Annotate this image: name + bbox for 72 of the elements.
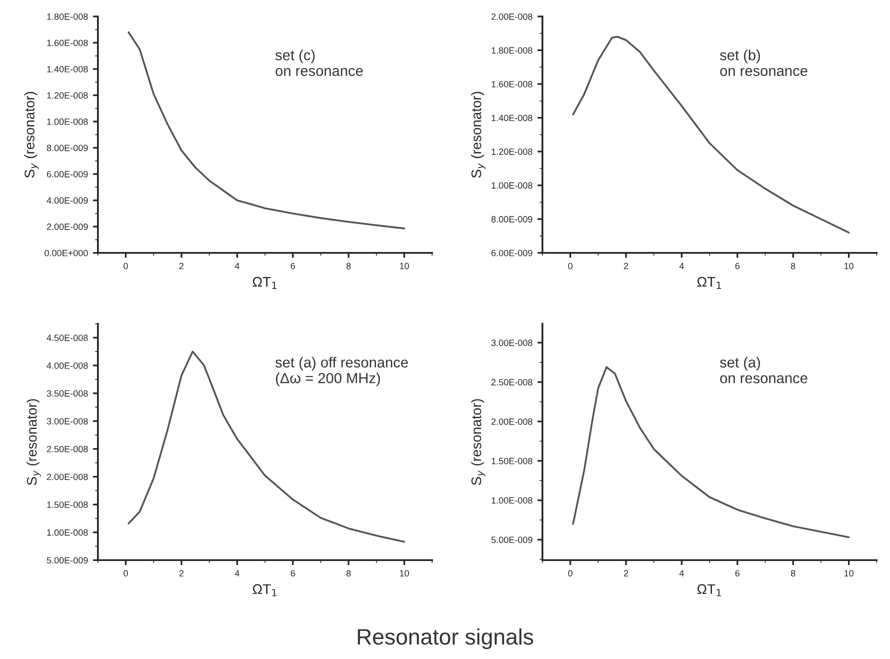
y-tick-label: 1.60E-008 [47, 40, 88, 46]
x-tick-label: 4 [679, 262, 684, 270]
annotation: set (b) on resonance [720, 50, 808, 76]
x-tick-label: 8 [790, 262, 796, 270]
y-tick-label: 5.00E-009 [491, 536, 532, 544]
x-tick-label: 4 [234, 262, 240, 270]
y-tick-label: 6.00E-009 [492, 250, 532, 256]
x-tick-label: 10 [844, 570, 854, 577]
y-tick-label: 1.40E-008 [492, 114, 532, 122]
x-axis-title: ΩT$_{1}$ [697, 584, 721, 596]
x-tick-label: 4 [679, 570, 684, 576]
x-tick-label: 8 [790, 570, 796, 577]
x-tick-label: 0 [568, 570, 572, 577]
y-tick-label: 6.00E-009 [46, 171, 88, 178]
x-tick-label: 2 [179, 262, 184, 270]
y-tick-label: 1.20E-008 [47, 92, 88, 99]
y-tick-label: 2.00E-009 [46, 224, 88, 230]
y-tick-label: 1.20E-008 [492, 148, 532, 155]
y-axis-title: S$_{y}$ (resonator) [471, 92, 486, 178]
line-series [128, 31, 406, 230]
x-tick-label: 8 [346, 570, 351, 577]
y-tick-label: 1.50E-008 [492, 458, 532, 464]
y-tick-label: 2.00E-008 [491, 418, 532, 425]
y-tick-label: 1.80E-008 [492, 47, 532, 54]
x-tick-label: 6 [735, 262, 740, 270]
x-tick-label: 2 [624, 262, 628, 270]
text: Resonator signals [358, 628, 534, 650]
y-axis-title: S$_{y}$ (resonator) [471, 399, 486, 486]
annotation: set (c) on resonance [275, 50, 363, 76]
x-tick-label: 2 [179, 570, 184, 576]
x-tick-label: 0 [568, 262, 572, 270]
annotation: set (a) off resonance (Δω = 200 MHz) [275, 356, 408, 386]
x-axis-title: ΩT$_{1}$ [252, 584, 276, 596]
x-tick-label: 10 [400, 570, 409, 577]
x-tick-label: 0 [124, 570, 128, 577]
y-tick-label: 8.00E-009 [491, 216, 532, 222]
y-tick-label: 1.00E-008 [47, 118, 88, 125]
y-tick-label: 3.00E-008 [46, 418, 88, 424]
y-tick-label: 8.00E-009 [46, 144, 88, 152]
x-tick-label: 0 [124, 262, 128, 270]
y-tick-label: 2.50E-008 [46, 446, 88, 452]
y-tick-label: 4.50E-008 [46, 334, 88, 342]
y-tick-label: 2.00E-008 [46, 474, 88, 480]
y-axis-title: S$_{y}$ (resonator) [26, 399, 41, 486]
y-tick-label: 1.60E-008 [492, 80, 532, 88]
x-tick-label: 6 [735, 570, 740, 577]
x-tick-label: 8 [346, 262, 351, 270]
x-tick-label: 10 [400, 262, 409, 270]
y-tick-label: 2.00E-008 [491, 13, 532, 20]
x-tick-label: 4 [234, 570, 240, 576]
y-tick-label: 1.00E-008 [492, 182, 532, 189]
x-tick-label: 6 [290, 262, 295, 270]
x-tick-label: 6 [290, 570, 295, 577]
x-axis-title: ΩT$_{1}$ [252, 276, 276, 289]
y-tick-label: 1.00E-008 [47, 529, 88, 536]
y-tick-label: 1.50E-008 [47, 502, 88, 508]
y-tick-label: 5.00E-009 [46, 557, 88, 564]
line-series [572, 36, 850, 234]
x-axis-title: ΩT$_{1}$ [697, 276, 721, 289]
y-tick-label: 1.40E-008 [47, 66, 88, 72]
y-axis-title: S$_{y}$ (resonator) [24, 92, 39, 178]
annotation: set (a) on resonance [720, 356, 808, 384]
y-tick-label: 1.80E-008 [47, 13, 88, 20]
y-tick-label: 3.00E-008 [491, 340, 532, 346]
y-tick-label: 4.00E-009 [46, 197, 88, 204]
x-tick-label: 2 [624, 570, 628, 576]
y-tick-label: 3.50E-008 [46, 390, 88, 397]
y-tick-label: 2.50E-008 [491, 379, 532, 386]
y-tick-label: 1.00E-008 [492, 497, 532, 504]
y-tick-label: 4.00E-008 [46, 362, 88, 369]
x-tick-label: 10 [844, 262, 854, 270]
y-tick-label: 0.00E+000 [44, 250, 88, 256]
